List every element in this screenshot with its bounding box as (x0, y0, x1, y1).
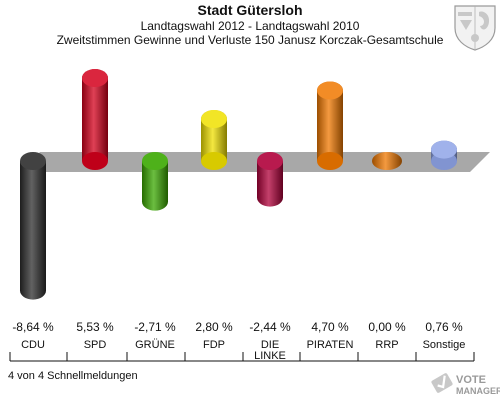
bar-top-face (82, 69, 108, 88)
bar-zero-disc (372, 152, 402, 170)
bar-end-cap (20, 281, 46, 300)
value-label: 4,70 % (311, 320, 349, 334)
bar-top-face (317, 81, 343, 100)
bar-sonstige (431, 140, 457, 170)
chart-baseline-band (20, 152, 490, 172)
bar-end-cap (142, 192, 168, 211)
bar-spd (82, 69, 108, 170)
bar-base-cap (317, 152, 343, 170)
logo-word-manager: MANAGER (456, 386, 500, 396)
bar-base-cap (142, 152, 168, 170)
chart-baseline-band-layer (20, 152, 490, 172)
bar-base-cap (82, 152, 108, 170)
votemanager-logo: VOTE MANAGER (431, 373, 500, 396)
bar-body (20, 161, 46, 291)
bar-body (317, 90, 343, 161)
category-label: RRP (375, 339, 398, 351)
bar-fdp (201, 110, 227, 170)
value-label: -2,71 % (134, 320, 176, 334)
value-label: 2,80 % (195, 320, 233, 334)
bar-die-linke (257, 152, 283, 207)
bar-rrp (372, 152, 402, 170)
bar-base-cap (20, 152, 46, 170)
category-label: CDU (21, 339, 45, 351)
category-label: LINKE (254, 350, 286, 362)
bar-end-cap (257, 188, 283, 207)
chart-title: Stadt Gütersloh (197, 2, 303, 18)
bar-top-face (431, 140, 457, 159)
value-label: -2,44 % (249, 320, 291, 334)
chart-subtitle-election: Landtagswahl 2012 - Landtagswahl 2010 (140, 19, 360, 33)
category-label: PIRATEN (307, 339, 354, 351)
chart-labels-layer: -8,64 % CDU 5,53 % SPD -2,71 % GRÜNE 2,80 % FDP… (9, 320, 475, 362)
bar-base-cap (257, 152, 283, 170)
value-label: 0,00 % (368, 320, 406, 334)
chart-bars-layer (20, 69, 457, 300)
category-label: DIE (261, 339, 279, 351)
chart-subtitle-district: Zweitstimmen Gewinne und Verluste 150 Ja… (56, 33, 444, 47)
bar-grüne (142, 152, 168, 211)
report-count-note: 4 von 4 Schnellmeldungen (8, 370, 138, 382)
value-label: 0,76 % (425, 320, 463, 334)
bar-top-face (201, 110, 227, 128)
category-label: GRÜNE (135, 339, 175, 351)
bar-body (82, 78, 108, 161)
value-label: 5,53 % (76, 320, 114, 334)
category-label: FDP (203, 339, 225, 351)
bar-piraten (317, 81, 343, 170)
chart-header: Stadt Gütersloh Landtagswahl 2012 - Land… (0, 2, 500, 47)
category-label: Sonstige (423, 339, 466, 351)
bar-base-cap (201, 152, 227, 170)
category-label: SPD (84, 339, 107, 351)
coat-of-arms-icon (454, 5, 496, 51)
logo-word-vote: VOTE (456, 374, 486, 386)
value-label: -8,64 % (12, 320, 54, 334)
bar-cdu (20, 152, 46, 300)
